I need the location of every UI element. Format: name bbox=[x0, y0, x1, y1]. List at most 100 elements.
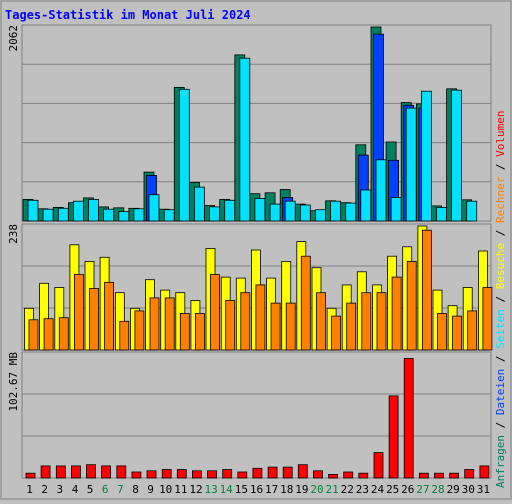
bar-seiten-day-21 bbox=[330, 200, 342, 222]
bar-seiten-day-5 bbox=[88, 198, 99, 222]
x-tick-label: 9 bbox=[147, 483, 154, 496]
legend-item-besuche: Besuche bbox=[494, 243, 507, 289]
bar-rechner-day-23 bbox=[361, 292, 372, 351]
bar-rechner-day-27 bbox=[421, 229, 432, 351]
x-tick-label: 14 bbox=[220, 483, 234, 496]
bar-volumen-day-19 bbox=[297, 464, 308, 479]
x-tick-label: 5 bbox=[87, 483, 94, 496]
x-tick-label: 4 bbox=[72, 483, 79, 496]
x-tick-label: 12 bbox=[189, 483, 202, 496]
bar-rechner-day-17 bbox=[270, 302, 281, 351]
bar-rechner-day-26 bbox=[406, 260, 417, 351]
legend-separator: / bbox=[494, 157, 507, 177]
x-tick-label: 7 bbox=[117, 483, 124, 496]
chart-title: Tages-Statistik im Monat Juli 2024 bbox=[5, 8, 251, 22]
bar-seiten-day-10 bbox=[163, 209, 175, 222]
x-tick-label: 21 bbox=[325, 483, 338, 496]
bar-seiten-day-4 bbox=[73, 200, 84, 222]
bar-seiten-day-9 bbox=[148, 194, 160, 222]
bar-seiten-day-2 bbox=[42, 208, 54, 222]
x-tick-label: 30 bbox=[462, 483, 475, 496]
x-axis-tick-labels: 1 2 3 4 5 6 7 8 9 10 11 12 13 14 15 16 17 18 19 20 21 22 23 24 2… bbox=[26, 483, 490, 496]
bar-seiten-day-22 bbox=[345, 202, 357, 222]
bar-volumen-day-21 bbox=[328, 473, 339, 479]
bar-seiten-day-16 bbox=[254, 197, 266, 222]
bar-rechner-day-7 bbox=[119, 320, 130, 351]
bar-volumen-day-31 bbox=[479, 465, 490, 479]
bar-seiten-day-25 bbox=[390, 197, 402, 222]
x-tick-label: 19 bbox=[295, 483, 308, 496]
legend-right: Anfragen / Dateien / Seiten / Besuche / … bbox=[494, 110, 507, 488]
bar-rechner-day-16 bbox=[255, 284, 266, 351]
bar-rechner-day-11 bbox=[179, 313, 190, 351]
x-tick-label: 29 bbox=[447, 483, 460, 496]
x-tick-label: 15 bbox=[235, 483, 248, 496]
x-tick-label: 28 bbox=[431, 483, 444, 496]
bar-seiten-day-28 bbox=[436, 206, 447, 222]
bar-seiten-day-17 bbox=[269, 203, 281, 222]
bar-volumen-day-9 bbox=[146, 470, 157, 479]
bar-volumen-day-22 bbox=[343, 471, 354, 479]
bar-seiten-day-30 bbox=[466, 200, 478, 222]
bar-volumen-day-5 bbox=[86, 464, 96, 479]
bar-seiten-day-7 bbox=[118, 211, 130, 222]
bar-rechner-day-15 bbox=[240, 292, 251, 351]
bar-volumen-day-17 bbox=[267, 466, 278, 479]
x-tick-label: 31 bbox=[477, 483, 490, 496]
bar-rechner-day-18 bbox=[285, 302, 296, 351]
bar-volumen-day-28 bbox=[434, 472, 444, 479]
bar-seiten-day-8 bbox=[133, 208, 145, 222]
bar-rechner-day-19 bbox=[300, 255, 311, 351]
bar-volumen-day-1 bbox=[25, 472, 36, 479]
legend-separator: / bbox=[494, 223, 507, 243]
bar-rechner-day-9 bbox=[149, 297, 160, 351]
bar-seiten-day-23 bbox=[360, 189, 372, 222]
bar-volumen-day-6 bbox=[101, 465, 111, 479]
bar-volumen-day-7 bbox=[116, 465, 127, 479]
bar-rechner-day-12 bbox=[194, 313, 205, 351]
bar-seiten-day-1 bbox=[27, 199, 39, 222]
x-tick-label: 3 bbox=[56, 483, 63, 496]
bar-rechner-day-31 bbox=[482, 287, 493, 351]
bar-volumen-day-2 bbox=[40, 465, 51, 479]
legend-item-seiten: Seiten bbox=[494, 309, 507, 349]
bar-seiten-day-15 bbox=[239, 57, 251, 222]
bar-volumen-day-3 bbox=[55, 465, 66, 479]
bar-volumen-day-27 bbox=[418, 472, 429, 479]
bar-rechner-day-8 bbox=[134, 310, 145, 351]
bar-volumen-day-24 bbox=[373, 452, 384, 479]
bar-rechner-day-3 bbox=[58, 317, 69, 351]
panel-requests: 2062 bbox=[7, 24, 492, 222]
x-tick-label: 25 bbox=[386, 483, 399, 496]
legend-separator: / bbox=[494, 349, 507, 369]
x-tick-label: 26 bbox=[401, 483, 414, 496]
bar-volumen-day-14 bbox=[222, 469, 233, 479]
x-tick-label: 24 bbox=[371, 483, 385, 496]
legend-item-rechner: Rechner bbox=[494, 176, 507, 223]
bar-rechner-day-6 bbox=[104, 281, 114, 351]
x-tick-label: 20 bbox=[310, 483, 323, 496]
bar-seiten-day-3 bbox=[57, 207, 69, 222]
bar-volumen-day-16 bbox=[252, 467, 263, 479]
panel-visits-axis-label: 238 bbox=[7, 224, 20, 244]
bar-volumen-day-12 bbox=[191, 470, 202, 479]
bar-seiten-day-20 bbox=[315, 209, 326, 222]
bar-volumen-day-11 bbox=[176, 469, 187, 479]
bar-rechner-day-29 bbox=[452, 315, 463, 351]
x-tick-label: 23 bbox=[356, 483, 369, 496]
panel-volume-frame bbox=[21, 351, 492, 479]
bar-rechner-day-10 bbox=[164, 297, 175, 351]
bar-volumen-day-18 bbox=[282, 466, 293, 479]
bar-volumen-day-25 bbox=[388, 395, 399, 479]
legend-item-anfragen: Anfragen bbox=[494, 435, 507, 488]
bar-seiten-day-6 bbox=[103, 208, 114, 222]
bar-rechner-day-13 bbox=[210, 274, 220, 351]
bar-rechner-day-30 bbox=[467, 310, 478, 351]
bar-seiten-day-24 bbox=[375, 159, 387, 222]
panel-visits: 238 bbox=[7, 223, 493, 351]
x-tick-label: 16 bbox=[250, 483, 263, 496]
bar-rechner-day-20 bbox=[316, 292, 326, 351]
bar-seiten-day-12 bbox=[193, 186, 205, 222]
bar-volumen-day-8 bbox=[131, 471, 142, 479]
